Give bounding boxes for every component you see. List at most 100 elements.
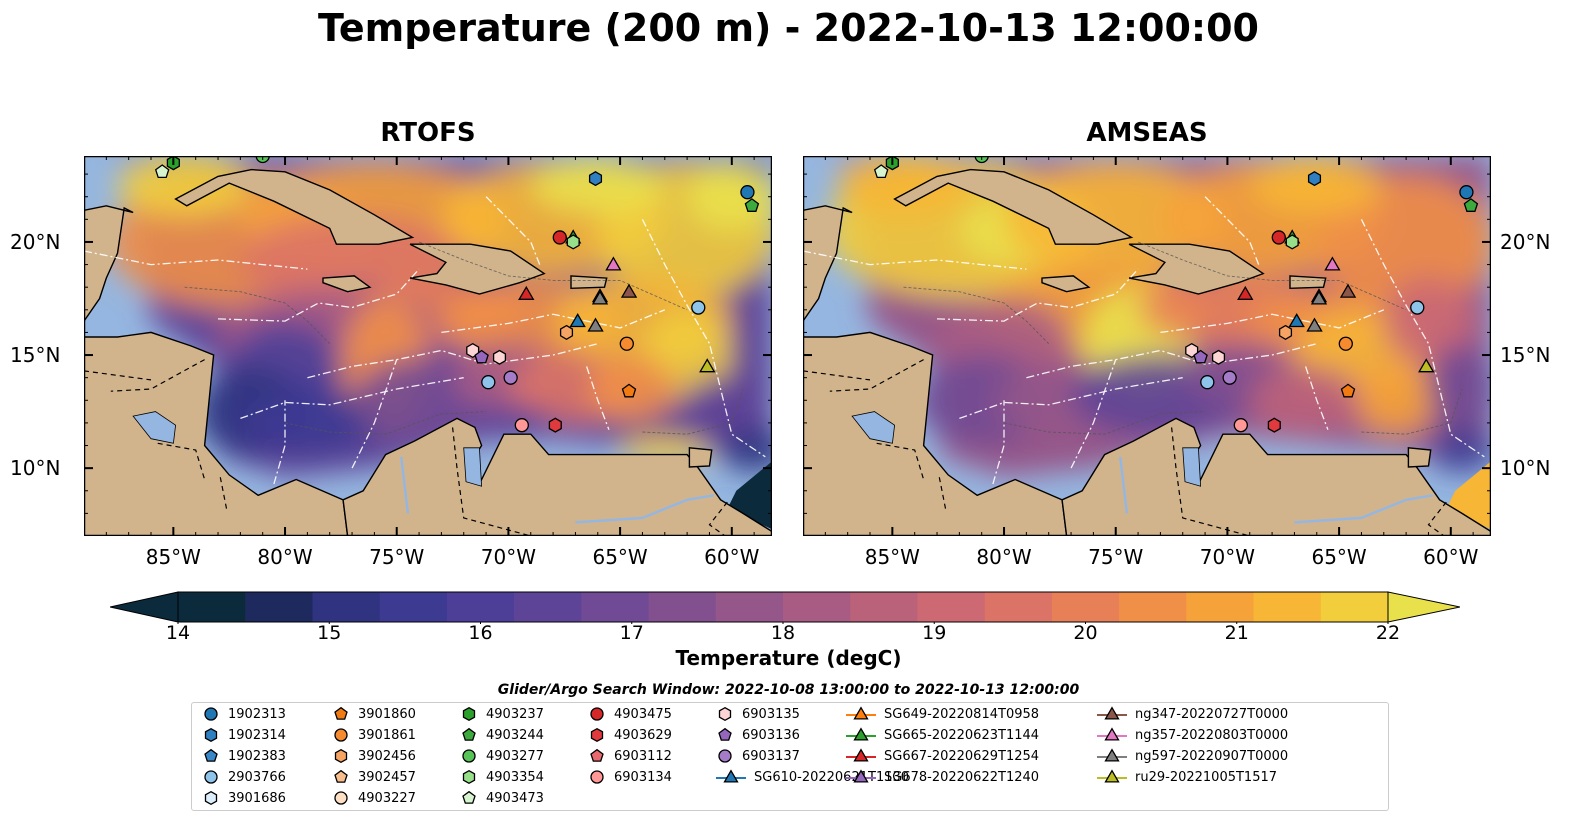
- land-cuba: [174, 168, 415, 245]
- obs-2903766: [1200, 375, 1215, 390]
- legend-label: 2903766: [228, 769, 286, 785]
- colorbar-extend-min: [110, 591, 179, 623]
- legend-marker: [334, 748, 348, 764]
- legend-marker: [718, 749, 732, 763]
- legend-marker: [204, 790, 218, 806]
- obs-4903244: [744, 198, 760, 212]
- legend-item: ng357-20220803T0000: [1097, 726, 1288, 744]
- colorbar-tick-label: 17: [619, 622, 644, 644]
- legend-marker-icon: [718, 749, 732, 763]
- panel-title-amseas: AMSEAS: [1086, 118, 1208, 148]
- legend-marker: [853, 748, 869, 762]
- legend-item: 3901860: [332, 705, 416, 723]
- lon-tick-label-rtofs: 75°W: [369, 545, 425, 569]
- colorbar-segment: [1253, 592, 1322, 622]
- lon-tick-label-amseas: 60°W: [1423, 545, 1479, 569]
- colorbar-segment: [245, 592, 314, 622]
- legend-label: 4903473: [486, 790, 544, 806]
- legend-marker: [853, 727, 869, 741]
- colorbar-segment: [783, 592, 851, 622]
- colorbar-tick-label: 16: [468, 622, 493, 644]
- land-trinidad: [1407, 447, 1432, 468]
- legend-marker: [334, 769, 348, 783]
- obs-ng597-20220907T0000: [587, 317, 604, 332]
- obs-1902313: [740, 185, 755, 200]
- obs-6903135: [1211, 349, 1226, 365]
- obs-ru29-20221005T1517: [1418, 358, 1435, 373]
- legend-item: 4903475: [588, 705, 672, 723]
- legend-label: ru29-20221005T1517: [1135, 769, 1278, 785]
- legend-marker-icon: [204, 790, 218, 806]
- legend-item: 3902456: [332, 747, 416, 765]
- legend-marker-icon: [718, 706, 732, 722]
- legend-label: 3901686: [228, 790, 286, 806]
- legend-item: 4903277: [460, 747, 544, 765]
- legend-label: 6903135: [742, 706, 800, 722]
- legend-label: 4903227: [358, 790, 416, 806]
- obs-ng357-20220803T0000: [1324, 256, 1341, 271]
- legend-label: 3901861: [358, 727, 416, 743]
- lat-tick-label-left: 10°N: [10, 456, 61, 481]
- legend-label: 6903136: [742, 727, 800, 743]
- legend-marker: [462, 706, 476, 722]
- obs-6903135: [1185, 342, 1199, 359]
- legend-marker: [853, 706, 869, 720]
- obs-SG610-20220621T1130: [1288, 313, 1305, 328]
- colorbar-tick-label: 15: [317, 622, 342, 644]
- lat-tick-label-left: 20°N: [10, 229, 61, 254]
- legend-marker: [1104, 748, 1120, 762]
- lon-tick-label-amseas: 75°W: [1088, 545, 1144, 569]
- legend-marker-icon: [846, 748, 876, 762]
- obs-ng347-20220727T0000: [1339, 283, 1357, 298]
- legend-marker-icon: [334, 769, 348, 783]
- lat-tick-label-right: 15°N: [1500, 343, 1551, 368]
- legend-item: SG678-20220622T1240: [846, 768, 1039, 786]
- legend-label: ng357-20220803T0000: [1135, 727, 1289, 743]
- legend-marker-icon: [846, 727, 876, 741]
- legend-marker-icon: [846, 769, 876, 783]
- colorbar-segment: [1320, 592, 1389, 622]
- legend-item: 6903112: [588, 747, 672, 765]
- legend-item: 3901686: [202, 789, 286, 807]
- colorbar-segment: [1186, 592, 1255, 622]
- legend-label: SG678-20220622T1240: [884, 769, 1040, 785]
- legend-marker: [334, 728, 348, 742]
- legend-item: ru29-20221005T1517: [1097, 768, 1277, 786]
- legend-marker-icon: [204, 770, 218, 784]
- obs-2903766: [691, 300, 706, 315]
- colorbar-segment: [178, 592, 246, 622]
- colorbar-tick-label: 22: [1375, 622, 1401, 644]
- legend-marker-icon: [334, 748, 348, 764]
- legend: 1902313 1902314 1902383 2903766 3901686 39018…: [191, 702, 1389, 811]
- legend-label: 6903134: [614, 769, 672, 785]
- legend-marker-icon: [462, 706, 476, 722]
- legend-label: 3902457: [358, 769, 416, 785]
- legend-label: 4903354: [486, 769, 544, 785]
- legend-label: SG665-20220623T1144: [884, 727, 1040, 743]
- obs-2903766: [481, 375, 496, 390]
- legend-item: 3902457: [332, 768, 416, 786]
- obs-6903136: [1193, 349, 1208, 364]
- figure-title: Temperature (200 m) - 2022-10-13 12:00:0…: [317, 6, 1259, 50]
- colorbar-segment: [1051, 592, 1120, 622]
- obs-6903134: [514, 418, 529, 433]
- legend-item: 4903227: [332, 789, 416, 807]
- observation-markers: [873, 156, 1479, 433]
- colorbar-tick-label: 18: [770, 622, 796, 644]
- legend-marker: [718, 727, 732, 741]
- lat-tick-label-right: 20°N: [1500, 229, 1551, 254]
- obs-4903629: [1267, 417, 1281, 433]
- obs-3901860: [1340, 383, 1356, 398]
- obs-6903135: [466, 342, 480, 359]
- legend-label: 3902456: [358, 748, 416, 764]
- colorbar-segment: [379, 592, 448, 622]
- legend-item: 1902383: [202, 747, 286, 765]
- colorbar-segment: [715, 592, 784, 622]
- obs-4903244: [1463, 198, 1479, 212]
- legend-item: ng597-20220907T0000: [1097, 747, 1288, 765]
- land-jamaica: [1041, 275, 1091, 293]
- legend-label: 4903237: [486, 706, 544, 722]
- legend-marker-icon: [334, 728, 348, 742]
- obs-3902456: [559, 324, 574, 341]
- legend-label: 4903475: [614, 706, 672, 722]
